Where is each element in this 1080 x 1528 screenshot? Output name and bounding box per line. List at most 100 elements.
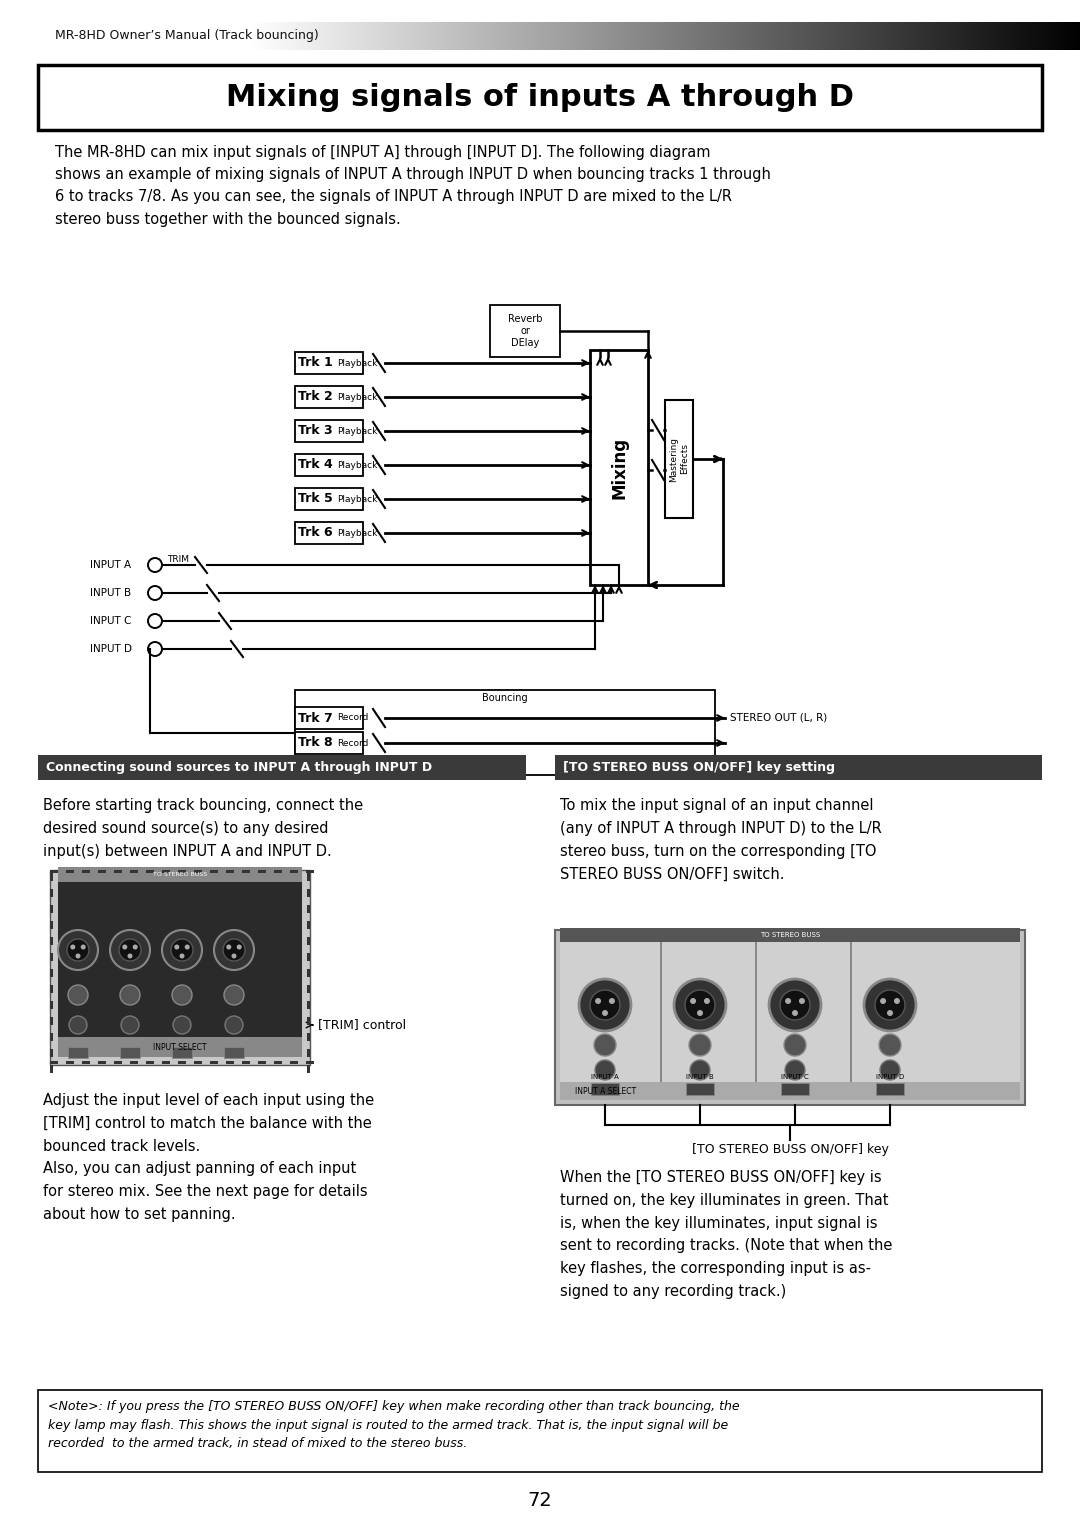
- Bar: [686, 1083, 714, 1096]
- Bar: [950, 21, 953, 50]
- Bar: [770, 21, 772, 50]
- Bar: [861, 21, 863, 50]
- Bar: [259, 21, 261, 50]
- Bar: [226, 869, 234, 872]
- Bar: [451, 21, 454, 50]
- Bar: [402, 21, 404, 50]
- Bar: [793, 21, 795, 50]
- Bar: [463, 21, 465, 50]
- Text: TO STEREO BUSS: TO STEREO BUSS: [760, 932, 820, 938]
- Bar: [888, 21, 890, 50]
- Bar: [561, 927, 1020, 941]
- Bar: [728, 21, 730, 50]
- Bar: [422, 21, 424, 50]
- Bar: [278, 21, 280, 50]
- Bar: [609, 21, 611, 50]
- Bar: [1008, 21, 1010, 50]
- Bar: [1015, 21, 1017, 50]
- Bar: [387, 21, 389, 50]
- Bar: [984, 21, 986, 50]
- Bar: [1030, 21, 1032, 50]
- Text: Trk 2: Trk 2: [298, 391, 333, 403]
- Bar: [436, 21, 438, 50]
- Bar: [991, 21, 994, 50]
- Bar: [339, 21, 341, 50]
- Bar: [1005, 21, 1008, 50]
- Bar: [648, 21, 650, 50]
- Bar: [1045, 21, 1048, 50]
- Bar: [276, 21, 279, 50]
- Bar: [781, 21, 783, 50]
- Bar: [934, 21, 936, 50]
- Bar: [691, 21, 693, 50]
- Bar: [798, 21, 800, 50]
- Bar: [312, 21, 314, 50]
- Circle shape: [81, 944, 85, 949]
- Bar: [670, 21, 672, 50]
- Bar: [737, 21, 739, 50]
- Circle shape: [67, 940, 89, 961]
- Bar: [864, 21, 866, 50]
- Bar: [427, 21, 429, 50]
- Bar: [751, 21, 753, 50]
- Bar: [494, 21, 496, 50]
- Bar: [882, 21, 885, 50]
- Bar: [927, 21, 929, 50]
- Bar: [720, 21, 723, 50]
- Bar: [517, 21, 519, 50]
- Bar: [380, 21, 382, 50]
- Bar: [649, 21, 651, 50]
- Bar: [556, 21, 558, 50]
- Bar: [295, 732, 363, 753]
- Bar: [1012, 21, 1014, 50]
- Bar: [604, 21, 606, 50]
- Bar: [960, 21, 962, 50]
- Bar: [405, 21, 407, 50]
- Bar: [559, 21, 562, 50]
- Bar: [847, 21, 849, 50]
- Bar: [568, 21, 570, 50]
- Text: INPUT B: INPUT B: [90, 588, 131, 597]
- Bar: [269, 21, 271, 50]
- Text: MR-8HD Owner’s Manual (Track bouncing): MR-8HD Owner’s Manual (Track bouncing): [55, 29, 319, 43]
- Bar: [295, 691, 715, 775]
- Bar: [1067, 21, 1069, 50]
- Bar: [302, 21, 305, 50]
- Bar: [765, 21, 767, 50]
- Circle shape: [185, 944, 190, 949]
- Bar: [1034, 21, 1036, 50]
- Bar: [867, 21, 870, 50]
- Bar: [715, 21, 717, 50]
- Bar: [505, 21, 508, 50]
- Bar: [540, 21, 542, 50]
- Bar: [307, 1033, 310, 1041]
- Bar: [321, 21, 323, 50]
- Bar: [636, 21, 638, 50]
- Bar: [767, 21, 769, 50]
- Bar: [417, 21, 419, 50]
- Bar: [865, 21, 867, 50]
- Circle shape: [595, 998, 602, 1004]
- Bar: [522, 21, 524, 50]
- Bar: [490, 306, 561, 358]
- Bar: [1064, 21, 1066, 50]
- Bar: [624, 21, 626, 50]
- Bar: [418, 21, 420, 50]
- Bar: [895, 21, 897, 50]
- Bar: [453, 21, 455, 50]
- Bar: [615, 21, 617, 50]
- Bar: [778, 21, 780, 50]
- Bar: [455, 21, 457, 50]
- Bar: [543, 21, 545, 50]
- Bar: [365, 21, 367, 50]
- Text: Adjust the input level of each input using the
[TRIM] control to match the balan: Adjust the input level of each input usi…: [43, 1093, 374, 1222]
- Bar: [942, 21, 944, 50]
- Bar: [591, 21, 593, 50]
- Bar: [923, 21, 926, 50]
- Bar: [1002, 21, 1004, 50]
- Bar: [518, 21, 521, 50]
- Bar: [480, 21, 482, 50]
- Text: Reverb
or
DElay: Reverb or DElay: [508, 313, 542, 348]
- Bar: [593, 21, 595, 50]
- Bar: [818, 21, 820, 50]
